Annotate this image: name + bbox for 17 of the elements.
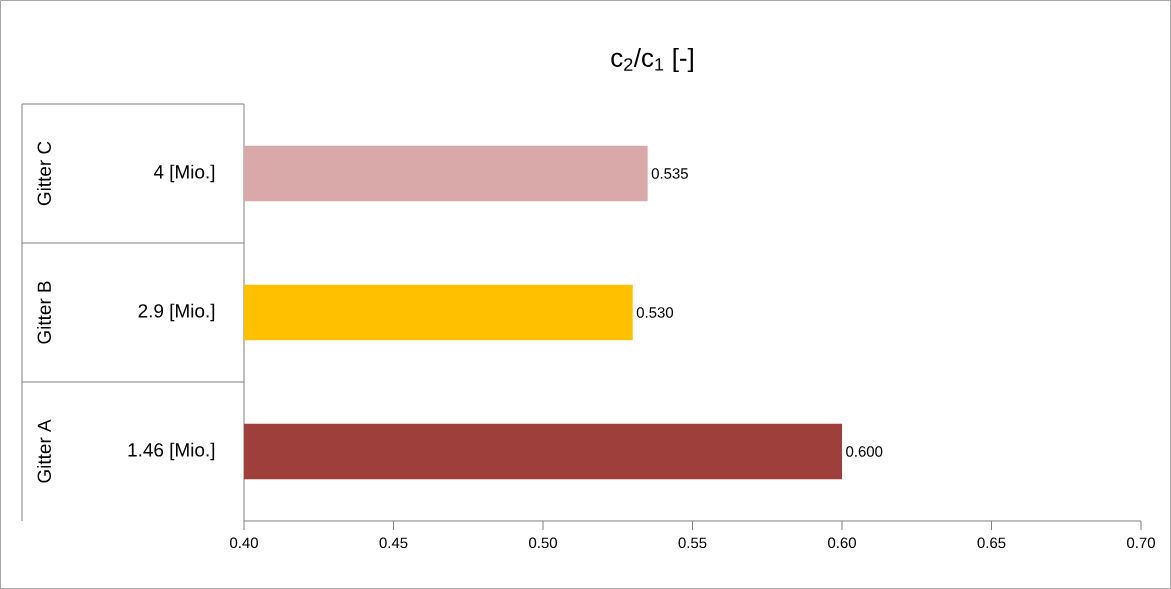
x-tick-label: 0.55 (678, 537, 707, 549)
text: Gitter C (37, 141, 51, 206)
data-label: 0.535 (651, 168, 688, 179)
x-tick-label: 0.40 (230, 537, 258, 549)
x-tick-label: 0.70 (1127, 537, 1155, 549)
x-tick-label: 0.50 (529, 537, 557, 549)
y-tick-label: 2.9 [Mio.] (138, 303, 215, 322)
y-tick-label: 1.46 [Mio.] (128, 442, 215, 461)
x-tick-label: 0.60 (828, 537, 856, 549)
text: Gitter B (37, 281, 51, 344)
text: Gitter A (37, 419, 51, 483)
data-label: 0.600 (846, 446, 883, 457)
x-tick-label: 0.65 (977, 537, 1006, 549)
chart-title: c$_{2}$/c$_{1}$ [-] (611, 47, 693, 73)
x-tick-label: 0.45 (379, 537, 408, 549)
data-label: 0.530 (636, 307, 674, 318)
y-tick-label: 4 [Mio.] (153, 164, 215, 183)
